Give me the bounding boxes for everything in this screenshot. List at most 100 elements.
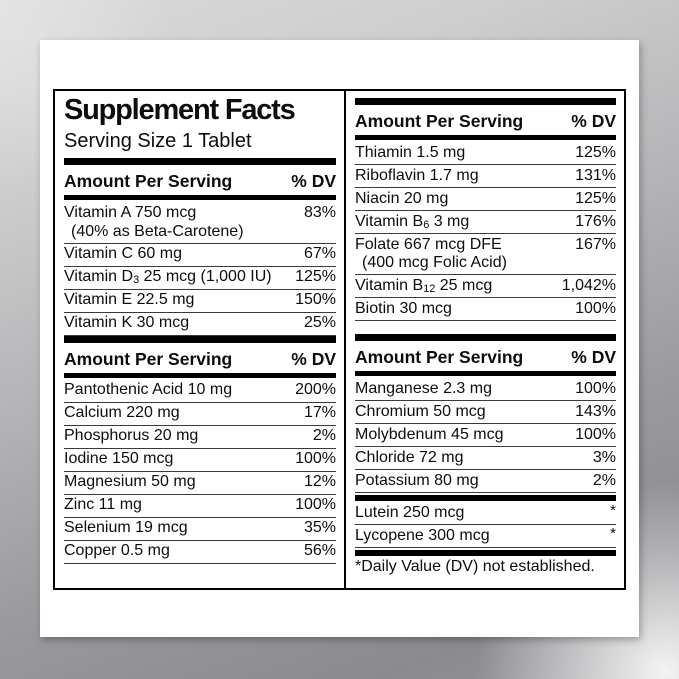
nutrient-name: Pantothenic Acid 10 mg (64, 381, 233, 399)
nutrient-dv: 2% (592, 472, 616, 490)
nutrient-row: Riboflavin 1.7 mg 131% (355, 165, 616, 188)
nutrient-dv: 2% (312, 427, 336, 445)
nutrient-name: Chloride 72 mg (355, 449, 464, 467)
nutrient-row: Folate 667 mcg DFE (400 mcg Folic Acid) 16… (355, 234, 616, 276)
column-header: Amount Per Serving % DV (355, 109, 616, 133)
nutrient-name: Copper 0.5 mg (64, 542, 170, 560)
nutrient-name: Vitamin C 60 mg (64, 245, 182, 263)
nutrient-dv: 100% (575, 380, 616, 398)
divider-bar (355, 334, 616, 342)
nutrient-name: Phosphorus 20 mg (64, 427, 199, 445)
nutrient-name: Vitamin K 30 mcg (64, 314, 190, 332)
divider-bar (355, 494, 616, 501)
nutrient-row: Vitamin D3 25 mcg (1,000 IU) 125% (64, 267, 336, 290)
nutrient-dv: 125% (575, 143, 616, 161)
nutrient-name: Niacin 20 mg (355, 189, 449, 207)
nutrient-row: Phosphorus 20 mg 2% (64, 426, 336, 449)
nutrient-name: Riboflavin 1.7 mg (355, 166, 479, 184)
nutrient-row: Zinc 11 mg 100% (64, 495, 336, 518)
nutrient-name: Biotin 30 mcg (355, 300, 452, 318)
column-header: Amount Per Serving % DV (355, 345, 616, 369)
nutrient-dv: 143% (575, 403, 616, 421)
amount-per-serving-label: Amount Per Serving (355, 347, 524, 368)
supplement-facts-panel: Supplement Facts Serving Size 1 Tablet A… (53, 89, 626, 590)
nutrient-row: Vitamin B12 25 mcg 1,042% (355, 275, 616, 299)
nutrient-dv: 100% (575, 300, 616, 318)
nutrient-name: Molybdenum 45 mcg (355, 426, 504, 444)
nutrient-name: Zinc 11 mg (64, 496, 142, 514)
nutrient-row: Selenium 19 mcg 35% (64, 518, 336, 541)
nutrient-row: Lutein 250 mcg * (355, 502, 616, 526)
nutrient-dv: 25% (303, 314, 336, 332)
nutrient-name: Lutein 250 mcg (355, 504, 465, 521)
nutrient-row: Pantothenic Acid 10 mg 200% (64, 380, 336, 403)
nutrient-row: Biotin 30 mcg 100% (355, 298, 616, 322)
nutrient-dv: 35% (303, 519, 336, 537)
nutrient-name: Vitamin B12 25 mcg (355, 277, 493, 296)
amount-per-serving-label: Amount Per Serving (355, 111, 524, 131)
percent-dv-label: % DV (291, 171, 336, 192)
amount-per-serving-label: Amount Per Serving (64, 171, 233, 192)
nutrient-row: Calcium 220 mg 17% (64, 403, 336, 426)
right-column: Amount Per Serving % DV Thiamin 1.5 mg 12… (346, 91, 624, 588)
nutrient-name: Selenium 19 mcg (64, 519, 188, 537)
nutrient-row: Vitamin C 60 mg 67% (64, 244, 336, 267)
nutrient-dv: 176% (575, 212, 616, 230)
divider-bar (355, 98, 616, 105)
nutrient-name: Lycopene 300 mcg (355, 526, 490, 544)
nutrient-dv: 200% (295, 381, 336, 399)
nutrient-name: Vitamin B6 3 mg (355, 212, 470, 231)
column-header: Amount Per Serving % DV (64, 347, 336, 371)
nutrient-dv: 83% (303, 204, 336, 222)
nutrient-name: Folate 667 mcg DFE (400 mcg Folic Acid) (355, 235, 507, 272)
left-column: Supplement Facts Serving Size 1 Tablet A… (55, 91, 346, 588)
nutrient-row: Vitamin K 30 mcg 25% (64, 313, 336, 336)
nutrient-dv: 100% (295, 496, 336, 514)
vitamin-rows: Vitamin A 750 mcg (40% as Beta-Carotene) 8… (64, 202, 336, 336)
mineral-rows: Pantothenic Acid 10 mg 200% Calcium 220 mg… (64, 380, 336, 564)
nutrient-row: Copper 0.5 mg 56% (64, 541, 336, 564)
divider-bar (64, 335, 336, 343)
percent-dv-label: % DV (571, 111, 616, 131)
nutrient-dv: 3% (592, 449, 616, 467)
nutrient-dv: 125% (295, 268, 336, 286)
nutrient-dv: 12% (303, 473, 336, 491)
nutrient-name: Iodine 150 mcg (64, 450, 174, 468)
nutrient-row: Vitamin B6 3 mg 176% (355, 211, 616, 234)
nutrient-name: Vitamin A 750 mcg (40% as Beta-Carotene) (64, 204, 244, 240)
nutrient-row: Chromium 50 mcg 143% (355, 401, 616, 425)
nutrient-row: Manganese 2.3 mg 100% (355, 378, 616, 402)
nutrient-note: (400 mcg Folic Acid) (362, 254, 507, 272)
dv-footnote: *Daily Value (DV) not established. (355, 558, 595, 576)
nutrient-dv: 17% (303, 404, 336, 422)
nutrient-dv: 100% (295, 450, 336, 468)
percent-dv-label: % DV (291, 348, 336, 369)
divider-bar (64, 158, 336, 166)
nutrient-row: Lycopene 300 mcg * (355, 524, 616, 549)
nutrient-dv: 1,042% (561, 277, 616, 295)
nutrient-dv: * (610, 524, 616, 542)
nutrient-row: Chloride 72 mg 3% (355, 447, 616, 471)
nutrient-name: Potassium 80 mg (355, 472, 479, 490)
nutrient-dv: 125% (575, 189, 616, 207)
nutrient-dv: 67% (303, 245, 336, 263)
nutrient-row: Vitamin A 750 mcg (40% as Beta-Carotene) 8… (64, 202, 336, 244)
nutrient-name: Calcium 220 mg (64, 404, 180, 422)
amount-per-serving-label: Amount Per Serving (64, 348, 233, 369)
nutrient-note: (40% as Beta-Carotene) (71, 222, 244, 240)
nutrient-dv: 56% (303, 542, 336, 560)
nutrient-dv: 150% (295, 291, 336, 309)
nutrient-name: Thiamin 1.5 mg (355, 143, 466, 161)
nutrient-row: Magnesium 50 mg 12% (64, 472, 336, 495)
nutrient-row: Molybdenum 45 mcg 100% (355, 424, 616, 448)
b-vitamin-rows: Thiamin 1.5 mg 125% Riboflavin 1.7 mg 131% N… (355, 142, 616, 322)
nutrient-dv: 167% (575, 235, 616, 253)
column-header: Amount Per Serving % DV (64, 169, 336, 193)
supplement-facts-title: Supplement Facts (64, 94, 296, 126)
nutrient-row: Niacin 20 mg 125% (355, 188, 616, 211)
divider-bar (355, 549, 616, 556)
nutrient-name: Vitamin E 22.5 mg (64, 291, 195, 309)
nutrient-row: Vitamin E 22.5 mg 150% (64, 290, 336, 313)
serving-size-text: Serving Size 1 Tablet (64, 130, 252, 153)
